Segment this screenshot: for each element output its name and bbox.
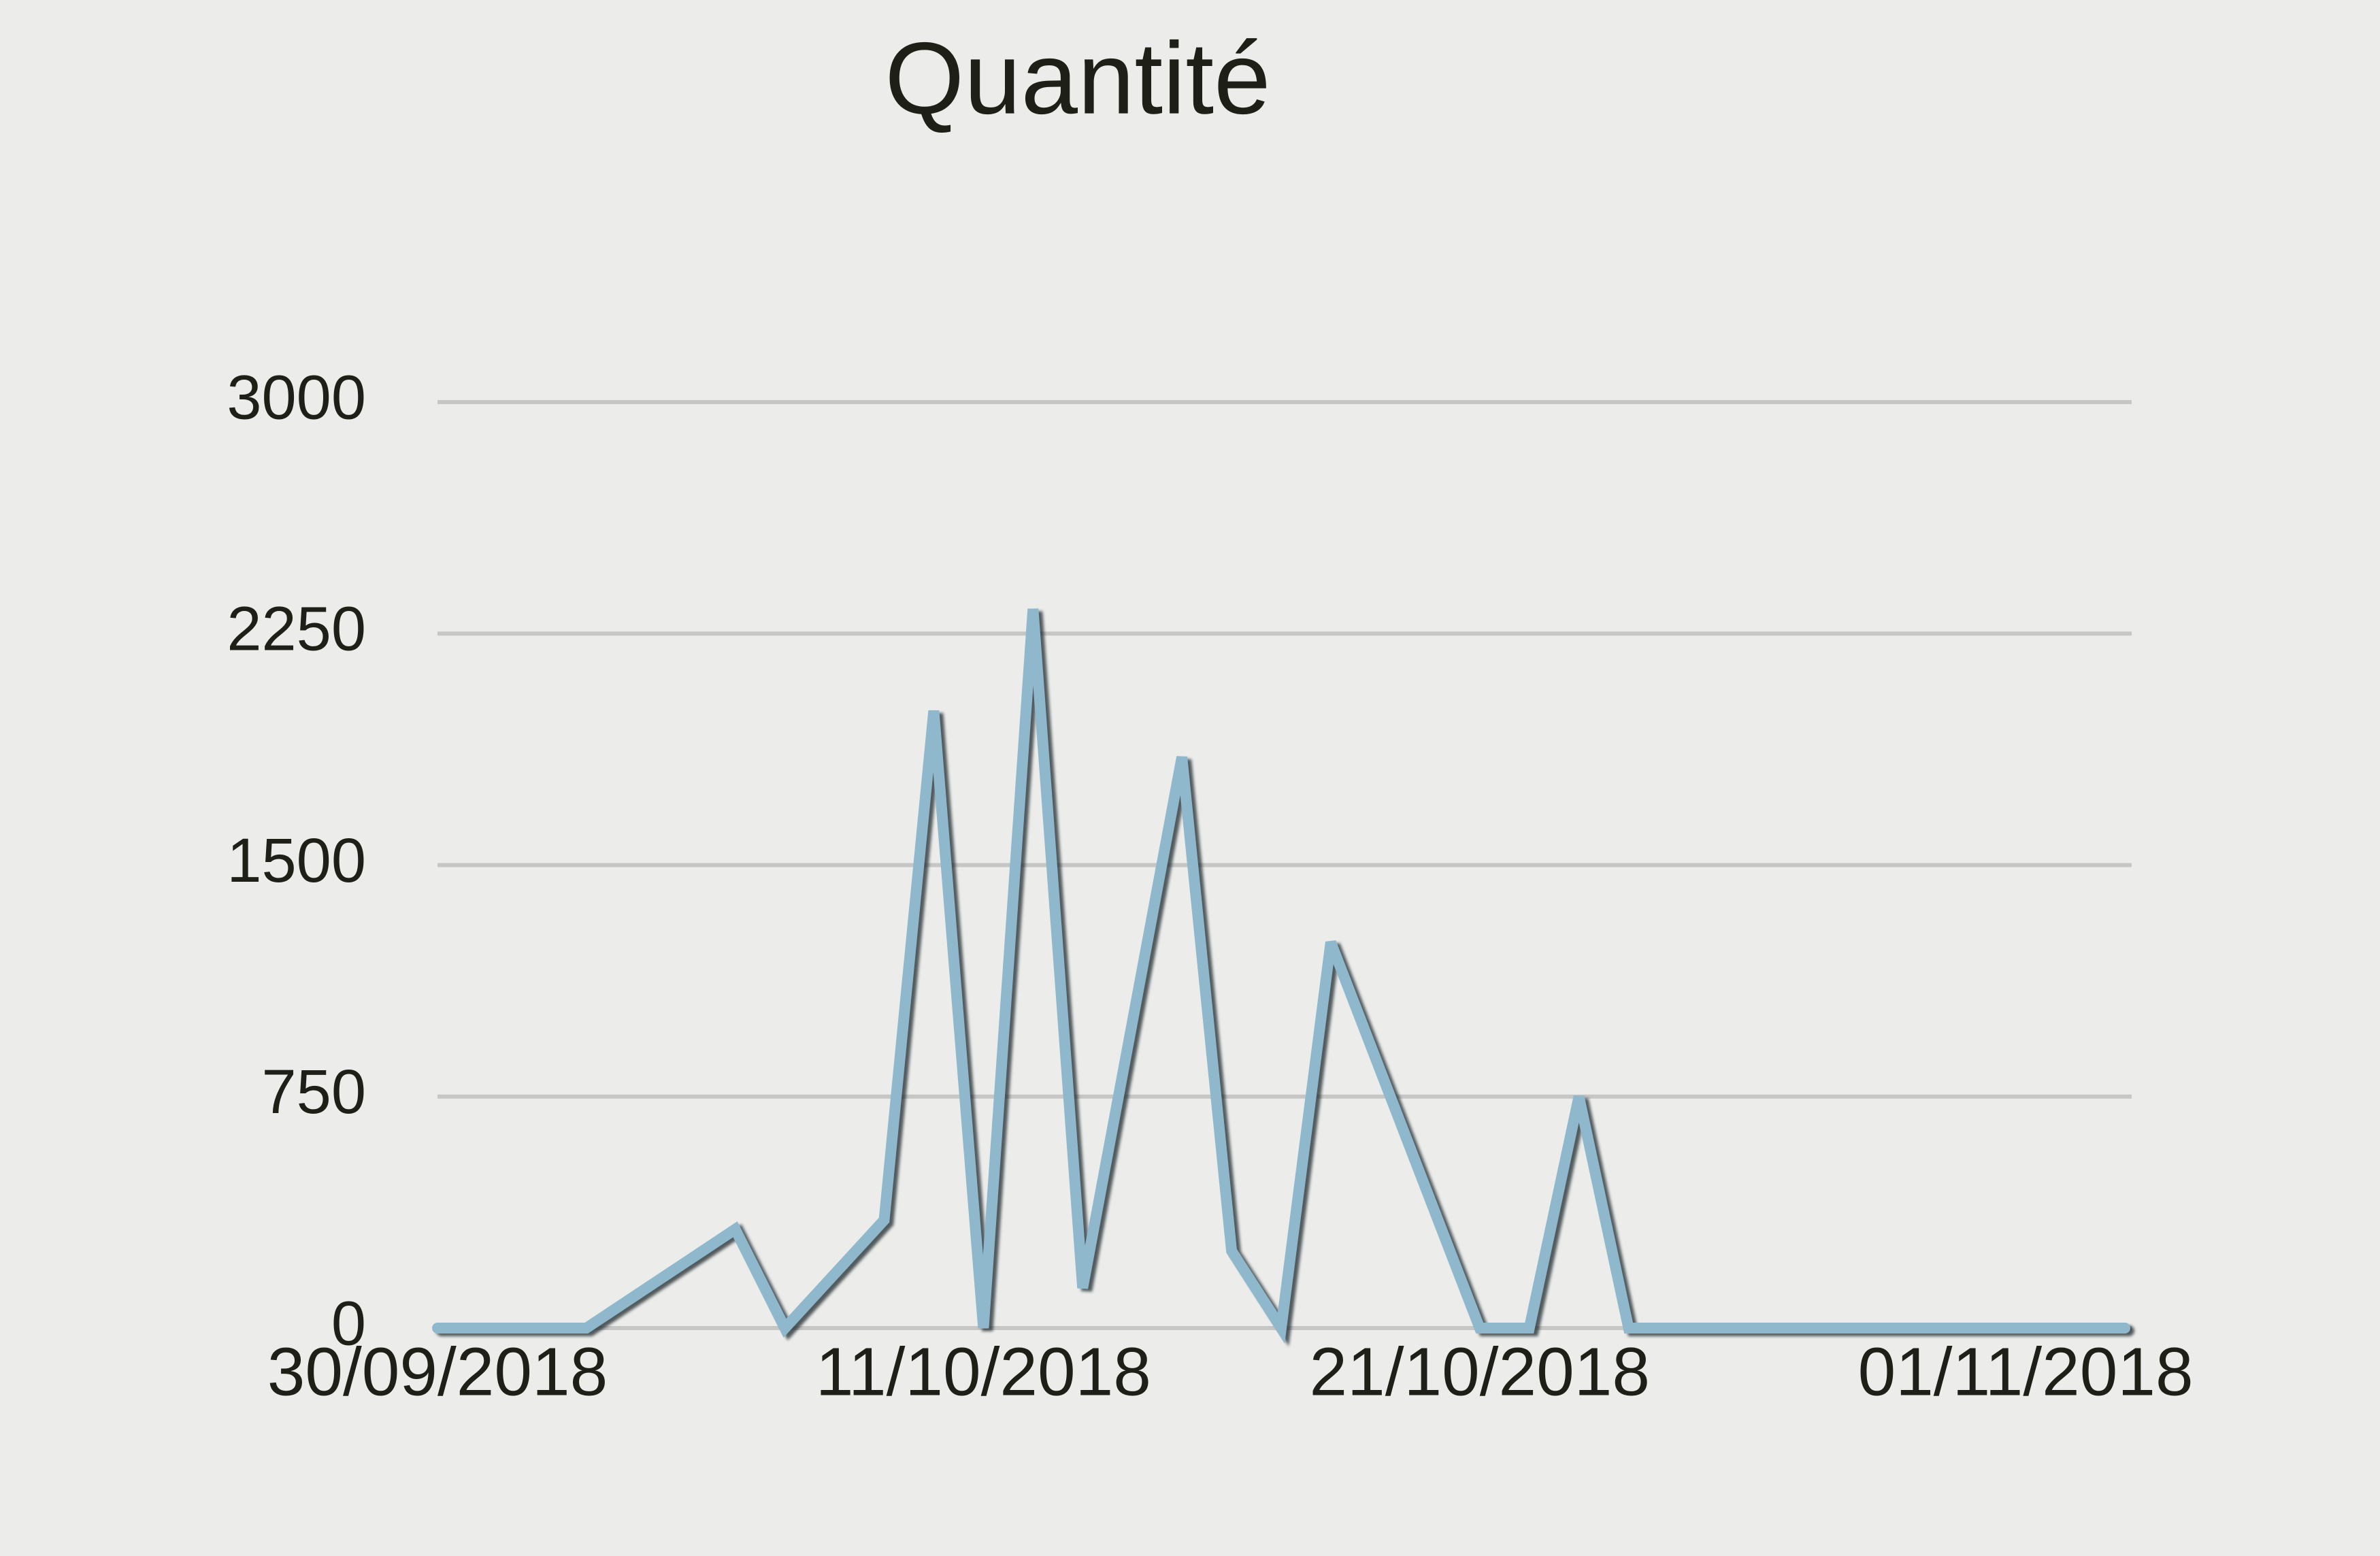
data-line [432, 608, 2130, 1344]
y-tick-label: 3000 [227, 363, 366, 432]
y-tick-label: 1500 [227, 826, 366, 895]
y-tick-label: 0 [331, 1289, 366, 1358]
x-tick-label: 30/09/2018 [267, 1334, 608, 1410]
x-tick-label: 01/11/2018 [1858, 1334, 2194, 1410]
chart-title: Quantité [885, 21, 1270, 135]
x-tick-label: 21/10/2018 [1310, 1334, 1651, 1410]
x-tick-label: 11/10/2018 [816, 1334, 1151, 1410]
y-tick-label: 2250 [227, 595, 366, 664]
y-tick-label: 750 [262, 1057, 367, 1127]
